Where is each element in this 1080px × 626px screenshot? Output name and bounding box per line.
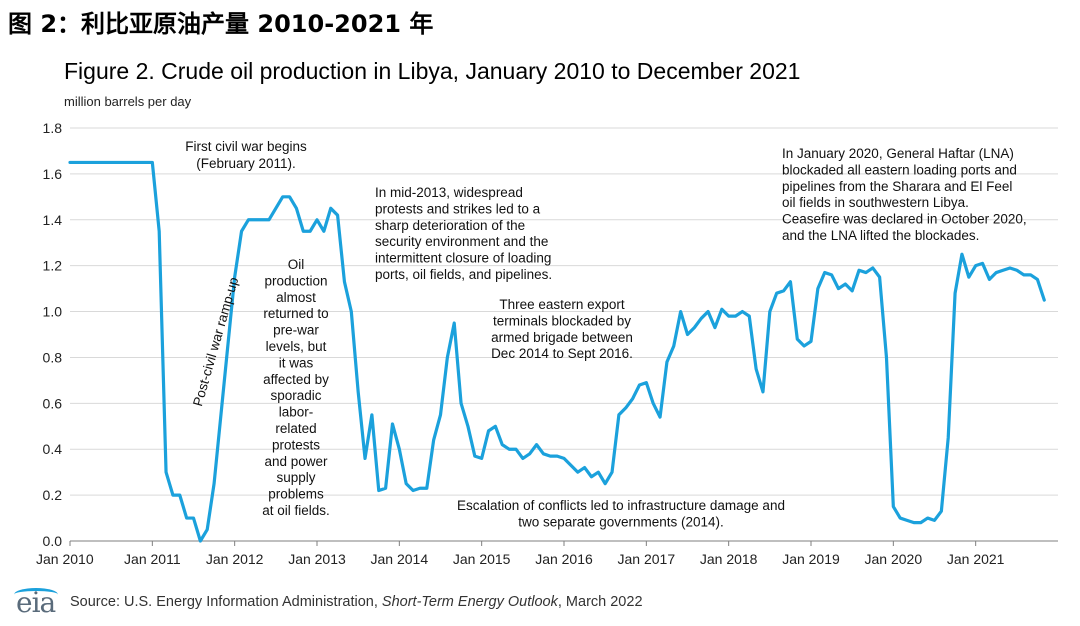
series-group (68, 160, 1046, 543)
y-axis-unit-label: million barrels per day (64, 94, 192, 109)
x-tick-label: Jan 2016 (535, 551, 593, 567)
y-tick-label: 0.4 (43, 441, 63, 457)
y-tick-label: 1.2 (43, 258, 63, 274)
y-tick-label: 1.0 (43, 304, 63, 320)
x-tick-label: Jan 2021 (947, 551, 1005, 567)
y-axis-ticks: 0.0 0.2 0.4 0.6 0.8 1.0 1.2 1.4 1.6 1.8 (43, 120, 63, 549)
x-tick-label: Jan 2013 (288, 551, 346, 567)
x-tick-label: Jan 2014 (371, 551, 429, 567)
x-tick-label: Jan 2012 (206, 551, 264, 567)
annotation-mid-2013-protests: In mid-2013, widespread protests and stri… (375, 185, 552, 282)
y-tick-label: 1.8 (43, 120, 63, 136)
annotation-post-civil-war-ramp-up: Post-civil war ramp-up (190, 276, 241, 408)
y-tick-label: 0.2 (43, 487, 63, 503)
annotation-first-civil-war: First civil war begins (February 2011). (185, 139, 307, 171)
source-note: Source: U.S. Energy Information Administ… (70, 594, 643, 610)
x-tick-label: Jan 2010 (36, 551, 94, 567)
annotation-eastern-terminals-blockaded: Three eastern export terminals blockaded … (491, 297, 633, 361)
x-tick-label: Jan 2017 (618, 551, 676, 567)
page-title: 图 2：利比亚原油产量 2010-2021 年 (8, 10, 434, 38)
y-tick-label: 1.4 (43, 212, 63, 228)
annotations: First civil war begins (February 2011). Po… (185, 139, 1026, 529)
x-tick-label: Jan 2020 (865, 551, 923, 567)
y-tick-label: 0.8 (43, 349, 63, 365)
x-tick-label: Jan 2015 (453, 551, 511, 567)
y-tick-label: 1.6 (43, 166, 63, 182)
y-tick-label: 0.0 (43, 533, 63, 549)
x-tick-label: Jan 2011 (124, 551, 181, 567)
gridlines (70, 127, 1058, 542)
eia-logo: eia (14, 586, 58, 619)
annotation-oil-production-returned: Oil production almost returned to pre-war lev… (262, 257, 330, 518)
x-axis-ticks: Jan 2010 Jan 2011 Jan 2012 Jan 2013 Jan 2014… (36, 541, 1005, 567)
x-tick-label: Jan 2019 (782, 551, 840, 567)
x-tick-label: Jan 2018 (700, 551, 758, 567)
annotation-haftar-blockade-2020: In January 2020, General Haftar (LNA) blo… (782, 146, 1027, 243)
y-tick-label: 0.6 (43, 395, 63, 411)
annotation-escalation-of-conflicts: Escalation of conflicts led to infrastru… (457, 498, 785, 529)
series-line (68, 160, 1046, 543)
chart-title: Figure 2. Crude oil production in Libya,… (64, 58, 801, 84)
